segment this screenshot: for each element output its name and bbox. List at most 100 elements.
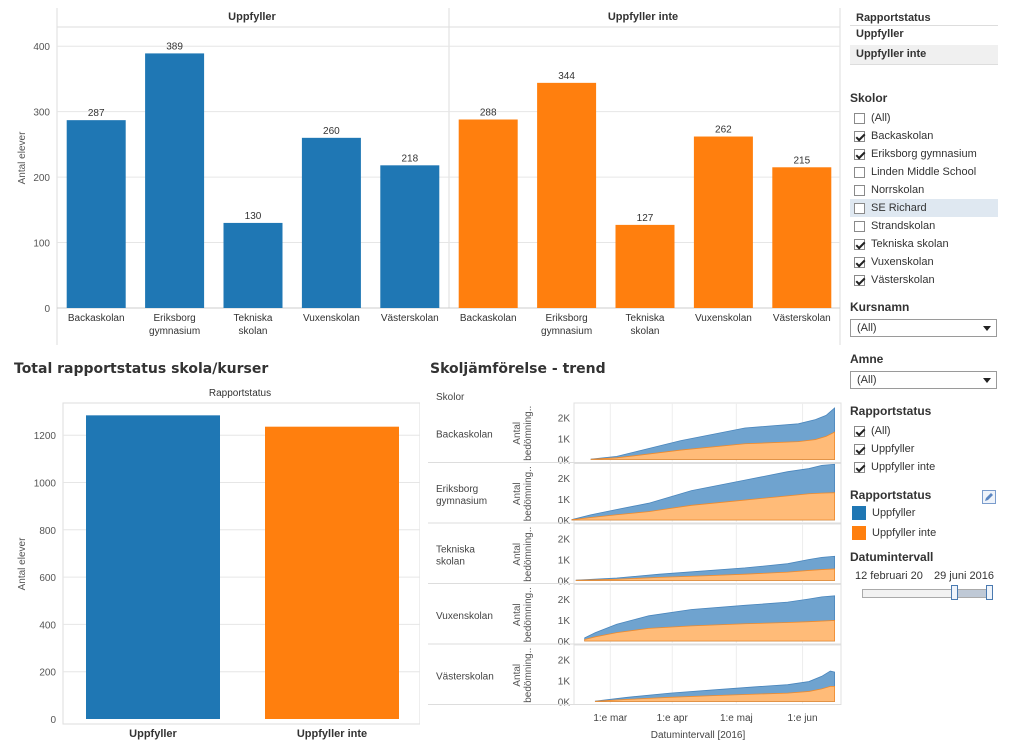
x-category-label: skolan [239,326,268,337]
rapportstatus-top-item-uppfyller[interactable]: Uppfyller [856,28,904,40]
checkbox[interactable] [854,461,865,473]
checkbox[interactable] [854,220,865,232]
area-uppfyller-inte[interactable] [575,568,835,581]
checkbox-label: SE Richard [871,202,927,214]
slider-handle-start[interactable] [950,585,958,600]
bar[interactable] [301,137,361,308]
checkbox[interactable] [854,166,865,178]
slider-selected-range [953,590,993,597]
x-category-label: Eriksborg [153,313,195,324]
trend-row-label: gymnasium [436,496,487,507]
area-uppfyller-inte[interactable] [594,685,835,702]
bar[interactable] [380,165,440,308]
rapportstatus-filter-item[interactable]: Uppfyller [850,440,998,458]
rapportstatus-top-divider [850,25,998,26]
skolor-header: Skolor [850,91,888,105]
total-chart-title: Total rapportstatus skola/kurser [14,361,269,377]
checkbox[interactable] [854,184,865,196]
checkbox[interactable] [854,112,865,124]
bar[interactable] [145,53,205,308]
checkbox-label: Backaskolan [871,130,934,142]
x-category-label: Vuxenskolan [303,313,360,324]
amne-dropdown-value: (All) [857,374,877,386]
x-category-label: Västerskolan [381,313,439,324]
skolor-filter-item[interactable]: Västerskolan [850,271,998,289]
amne-dropdown[interactable]: (All) [850,371,997,389]
skolor-filter-item[interactable]: Strandskolan [850,217,998,235]
skolor-filter-item[interactable]: Eriksborg gymnasium [850,145,998,163]
checkbox[interactable] [854,148,865,160]
trend-row-label: Tekniska [436,544,475,555]
skolor-filter-item[interactable]: Tekniska skolan [850,235,998,253]
x-category-label: skolan [631,326,660,337]
x-category-label: Eriksborg [545,313,587,324]
y-tick-label: 0K [558,698,571,709]
trend-row-label: Eriksborg [436,484,478,495]
y-tick-label: 0K [558,516,571,527]
legend-swatch-uppfyller [852,506,866,520]
bar[interactable] [615,224,675,308]
checkbox[interactable] [854,443,865,455]
area-uppfyller-inte[interactable] [590,431,835,460]
checkbox-label: Linden Middle School [871,166,977,178]
skolor-filter-item[interactable]: Vuxenskolan [850,253,998,271]
checkbox[interactable] [854,274,865,286]
checkbox[interactable] [854,238,865,250]
bar-value-label: 215 [793,155,810,166]
area-uppfyller-inte[interactable] [571,492,835,521]
y-axis-label: Antal elever [17,131,28,184]
x-category-label: Backaskolan [460,313,517,324]
y-tick-label: 600 [39,573,56,584]
checkbox-label: (All) [871,112,891,124]
skolor-filter-item[interactable]: Linden Middle School [850,163,998,181]
bar-value-label: 389 [166,41,183,52]
y-tick-label: 300 [33,108,50,119]
checkbox-label: Tekniska skolan [871,238,949,250]
bar[interactable] [223,222,283,308]
bar[interactable] [458,119,518,308]
legend-swatch-uppfyller-inte [852,526,866,540]
rapportstatus-filter-item[interactable]: Uppfyller inte [850,458,998,476]
y-tick-label: 0K [558,577,571,588]
checkbox[interactable] [854,256,865,268]
panel-header-uppfyller: Uppfyller [228,11,276,23]
checkbox-label: Uppfyller [871,443,915,455]
top-bar-chart: Uppfyller Uppfyller inte Antal elever 0 1… [17,8,841,345]
bar-value-label: 260 [323,126,340,137]
checkbox-label: Norrskolan [871,184,925,196]
skolor-filter-item[interactable]: Norrskolan [850,181,998,199]
bar-value-label: 344 [558,71,575,82]
bar[interactable] [693,136,753,308]
edit-icon[interactable] [982,490,996,504]
x-category-label: Västerskolan [773,313,831,324]
bar[interactable] [537,82,597,309]
trend-y-axis-label: Antalbedömning.. [512,527,534,582]
skolor-filter-item[interactable]: Backaskolan [850,127,998,145]
x-tick-label: 1:e apr [657,713,689,724]
legend-header: Rapportstatus [850,488,932,502]
datum-header: Datumintervall [850,550,934,564]
trend-area-chart: Skolor 0K 1K 2K Antalbedömning.. Backaskolan… [428,392,842,741]
y-tick-label: 1K [558,435,571,446]
checkbox[interactable] [854,130,865,142]
skolor-filter-item[interactable]: SE Richard [850,199,998,217]
datum-range-slider[interactable] [862,585,993,600]
checkbox[interactable] [854,425,865,437]
kursnamn-dropdown[interactable]: (All) [850,319,997,337]
checkbox[interactable] [854,202,865,214]
slider-handle-end[interactable] [986,585,993,600]
rapportstatus-top-item-uppfyller-inte[interactable]: Uppfyller inte [850,45,998,65]
bar[interactable] [265,426,399,719]
y-tick-label: 1200 [34,431,57,442]
bar[interactable] [772,167,832,308]
trend-y-axis-label: Antalbedömning.. [512,587,534,642]
bar[interactable] [86,415,220,719]
y-tick-label: 400 [39,620,56,631]
legend-label-uppfyller-inte: Uppfyller inte [872,527,937,539]
bar[interactable] [66,120,126,308]
area-uppfyller-inte[interactable] [584,619,835,642]
skolor-filter-item[interactable]: (All) [850,109,998,127]
rapportstatus-filter-item[interactable]: (All) [850,422,998,440]
trend-row-label: Västerskolan [436,671,494,682]
total-plot-frame [62,402,420,725]
